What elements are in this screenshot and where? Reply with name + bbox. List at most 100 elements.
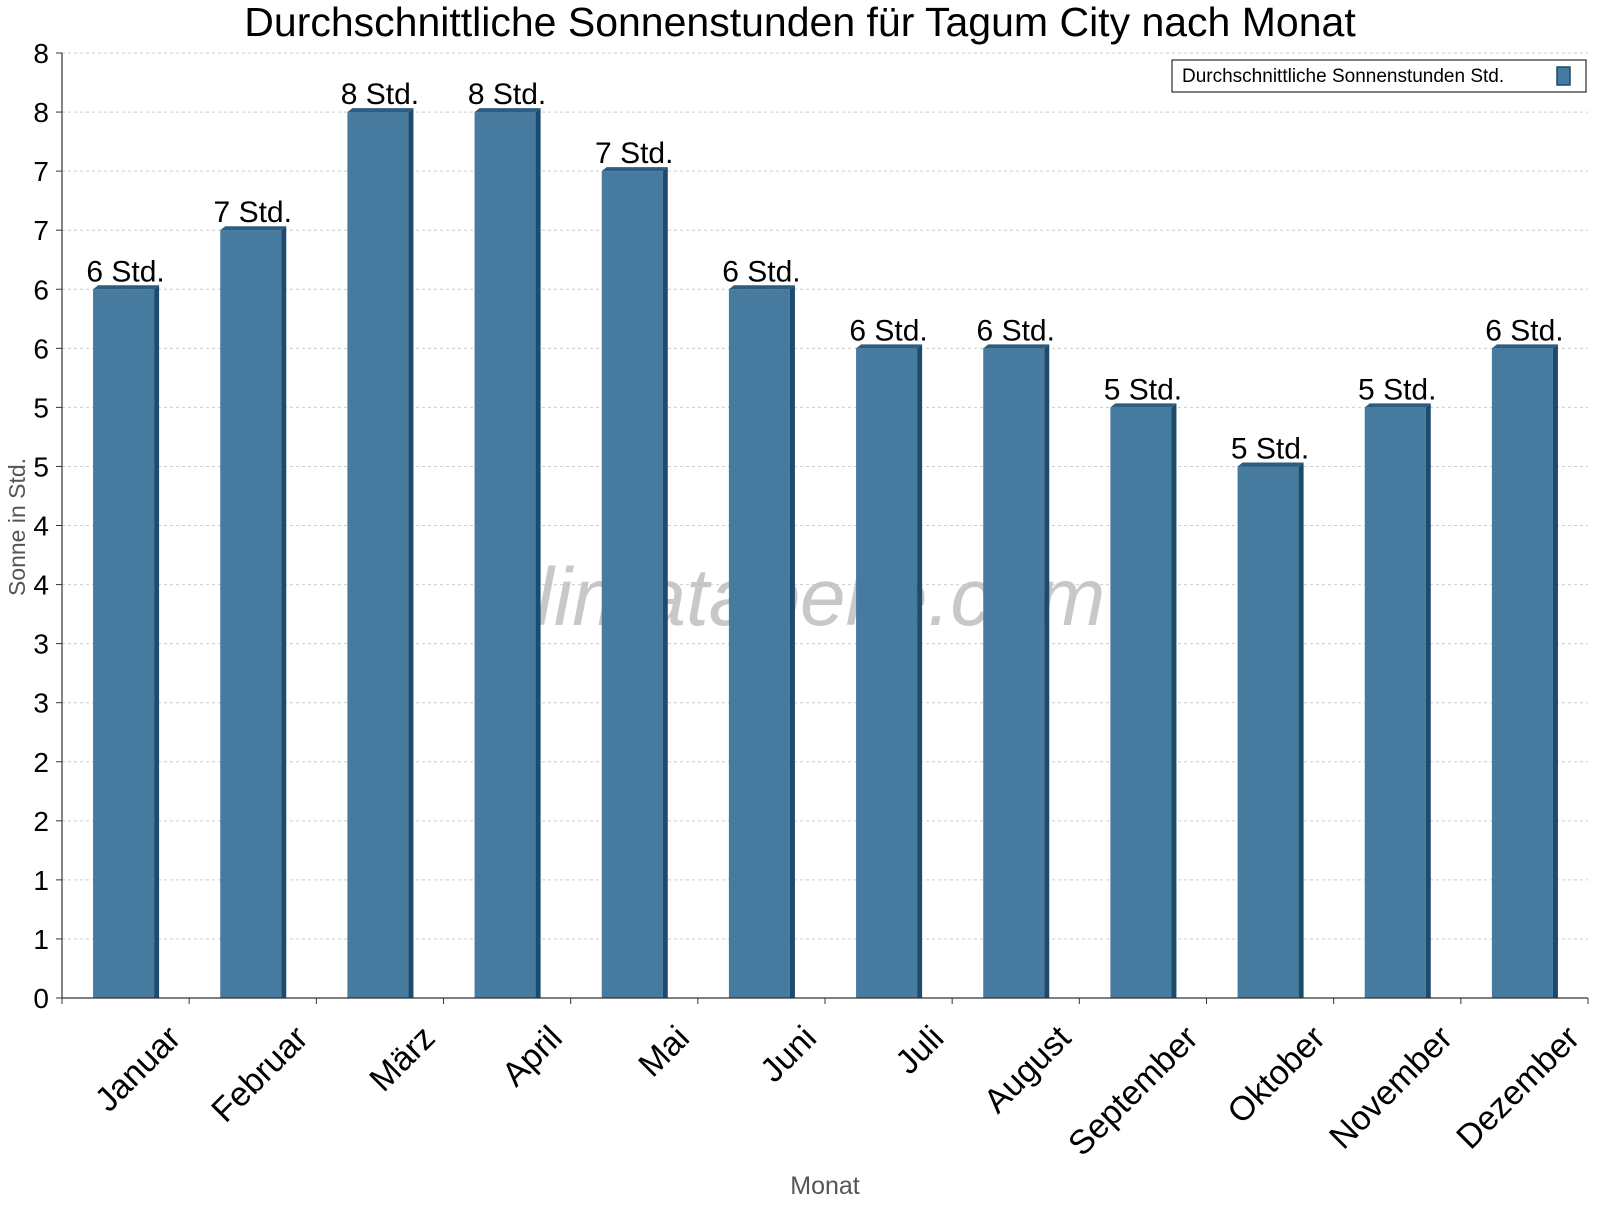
bar-top [983, 344, 1050, 349]
bar [1364, 403, 1431, 998]
bar [93, 285, 160, 998]
bar-side [408, 108, 414, 998]
bar-top [856, 344, 923, 349]
bar-front [347, 112, 409, 998]
x-tick-label: Mai [631, 1019, 697, 1085]
y-tick-label: 5 [33, 392, 49, 423]
x-tick-label: Juli [888, 1019, 951, 1082]
bar-side [535, 108, 541, 998]
y-tick-label: 6 [33, 274, 49, 305]
data-label: 8 Std. [341, 78, 419, 111]
legend-label: Durchschnittliche Sonnenstunden Std. [1182, 66, 1504, 87]
y-tick-label: 3 [33, 629, 49, 660]
data-label: 7 Std. [595, 137, 673, 170]
bar [728, 285, 795, 998]
legend: Durchschnittliche Sonnenstunden Std. [1171, 59, 1587, 93]
y-tick-label: 4 [33, 570, 49, 601]
x-tick-label: Januar [88, 1019, 188, 1119]
bar-front [1491, 348, 1553, 998]
bar-side [281, 226, 287, 998]
y-tick-label: 4 [33, 511, 49, 542]
bar-side [1044, 344, 1050, 998]
y-tick-label: 7 [33, 215, 49, 246]
bar [983, 344, 1050, 998]
data-label: 6 Std. [977, 314, 1055, 347]
bars [93, 108, 1558, 998]
y-tick-label: 2 [33, 747, 49, 778]
y-tick-labels: 0 1 1 2 2 3 3 4 4 5 5 6 6 7 7 8 8 [33, 38, 49, 1014]
bar-front [474, 112, 536, 998]
bar [347, 108, 414, 998]
x-tick-label: September [1061, 1019, 1205, 1163]
legend-box [1171, 59, 1587, 93]
bar-side [1171, 403, 1177, 998]
bar-top [1237, 462, 1304, 467]
bar-front [220, 230, 282, 998]
bar-front [1237, 466, 1299, 998]
data-label: 8 Std. [468, 78, 546, 111]
x-tick-label: Oktober [1220, 1019, 1332, 1131]
y-axis-label: Sonne in Std. [4, 458, 30, 596]
bar-front [601, 171, 663, 998]
bar-side [662, 167, 668, 998]
bar-side [917, 344, 923, 998]
gridlines [62, 52, 1588, 940]
x-axis-label: Monat [790, 1172, 860, 1200]
bar-side [1552, 344, 1558, 998]
y-tick-label: 2 [33, 806, 49, 837]
data-label: 6 Std. [1485, 314, 1563, 347]
data-label: 5 Std. [1104, 373, 1182, 406]
bar-side [154, 285, 160, 998]
bar-side [1425, 403, 1431, 998]
bar [601, 167, 668, 998]
bar [474, 108, 541, 998]
x-tick-label: Dezember [1449, 1019, 1587, 1157]
bar-front [1364, 407, 1426, 998]
bar-front [728, 289, 790, 998]
bar-front [93, 289, 155, 998]
bar [220, 226, 287, 998]
bar [1491, 344, 1558, 998]
x-tick-label: August [977, 1018, 1079, 1120]
data-label: 7 Std. [214, 196, 292, 229]
bar-top [1364, 403, 1431, 408]
x-tick-label: November [1322, 1019, 1460, 1157]
bar-top [93, 285, 160, 290]
bar-top [474, 108, 541, 113]
data-label: 5 Std. [1231, 432, 1309, 465]
bar-front [983, 348, 1045, 998]
x-tick-labels: Januar Februar März April Mai Juni Juli AugustS… [88, 1018, 1587, 1163]
bar-side [1298, 462, 1304, 998]
x-tick-label: März [362, 1019, 442, 1099]
bar-top [1491, 344, 1558, 349]
y-tick-label: 3 [33, 688, 49, 719]
data-label: 6 Std. [86, 255, 164, 288]
data-label: 6 Std. [849, 314, 927, 347]
y-tick-label: 6 [33, 333, 49, 364]
bar-top [347, 108, 414, 113]
data-labels: 6 Std. 7 Std. 8 Std. 8 Std. 7 Std. 6 Std. 6 St… [86, 78, 1563, 465]
bar-side [789, 285, 795, 998]
x-tick-label: Juni [753, 1019, 824, 1090]
y-tick-label: 7 [33, 156, 49, 187]
legend-swatch [1556, 66, 1571, 86]
axes [56, 52, 1589, 1004]
y-tick-label: 8 [33, 38, 49, 69]
y-tick-label: 0 [33, 983, 49, 1014]
bar-top [1110, 403, 1177, 408]
y-tick-label: 1 [33, 865, 49, 896]
bar-front [1110, 407, 1172, 998]
bar-top [220, 226, 287, 231]
y-tick-label: 1 [33, 924, 49, 955]
y-tick-label: 8 [33, 97, 49, 128]
y-tick-label: 5 [33, 451, 49, 482]
x-tick-label: Februar [204, 1019, 315, 1130]
data-label: 5 Std. [1358, 373, 1436, 406]
chart-title: Durchschnittliche Sonnenstunden für Tagu… [244, 0, 1356, 45]
bar-top [728, 285, 795, 290]
x-tick-label: April [495, 1019, 570, 1094]
bar [856, 344, 923, 998]
bar-front [856, 348, 918, 998]
